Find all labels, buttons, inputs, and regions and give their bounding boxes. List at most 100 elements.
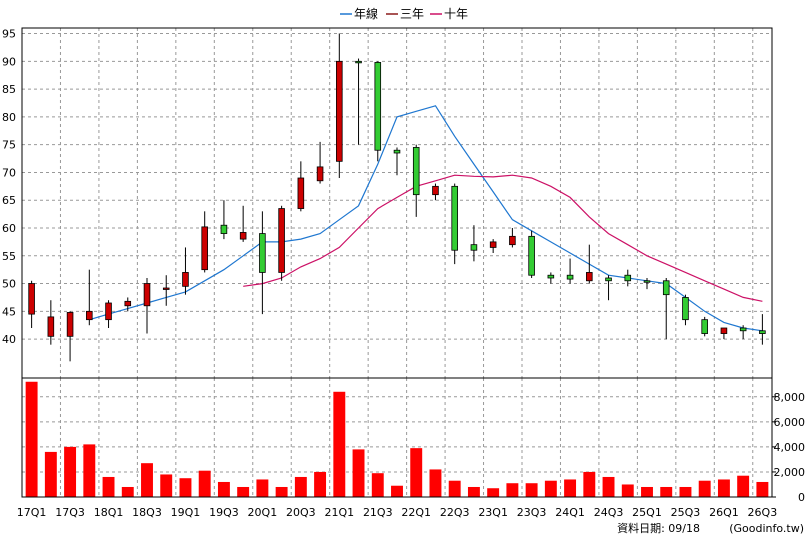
price-tick-label: 70 xyxy=(2,166,16,179)
volume-bar xyxy=(141,463,153,497)
candle-body xyxy=(143,283,151,307)
price-tick-label: 80 xyxy=(2,111,16,124)
volume-bar xyxy=(256,479,269,497)
volume-bar xyxy=(506,483,519,497)
volume-bar xyxy=(333,391,346,497)
volume-tick-label: 2,000 xyxy=(774,466,806,479)
volume-bar xyxy=(237,486,250,497)
volume-bars xyxy=(25,381,769,497)
x-tick-label: 25Q3 xyxy=(671,506,701,519)
volume-bar xyxy=(544,480,557,497)
price-tick-label: 50 xyxy=(2,278,16,291)
candle-body xyxy=(412,147,420,196)
candle-body xyxy=(86,310,93,321)
volume-bar xyxy=(641,486,653,497)
candle-body xyxy=(528,235,535,276)
candle-body xyxy=(586,272,593,282)
volume-bar xyxy=(294,476,307,497)
x-tick-label: 17Q3 xyxy=(55,506,85,519)
volume-bar xyxy=(525,483,538,497)
volume-bar xyxy=(44,451,57,497)
candle-body xyxy=(239,232,247,240)
candle-body xyxy=(316,166,324,182)
volume-bar xyxy=(660,486,673,497)
candle-body xyxy=(624,274,632,282)
candle-body xyxy=(124,300,132,307)
candle-body xyxy=(336,60,343,162)
x-tick-label: 26Q1 xyxy=(709,506,739,519)
x-tick-label: 19Q3 xyxy=(209,506,239,519)
price-tick-label: 45 xyxy=(2,305,16,318)
candle-body xyxy=(451,185,458,251)
price-axis-ticks: 40 45 50 55 60 65 70 75 80 85 90 95 xyxy=(2,28,16,347)
volume-bar xyxy=(371,473,384,497)
x-tick-label: 24Q3 xyxy=(594,506,624,519)
x-tick-label: 18Q3 xyxy=(132,506,162,519)
volume-bar xyxy=(698,480,711,497)
price-tick-label: 40 xyxy=(2,333,16,346)
candle-body xyxy=(28,283,35,315)
price-tick-label: 90 xyxy=(2,55,16,68)
volume-bar xyxy=(314,471,327,497)
grid xyxy=(22,28,772,497)
candle-body xyxy=(393,149,401,154)
candle-body xyxy=(355,60,362,64)
candlesticks xyxy=(28,33,766,362)
volume-bar xyxy=(583,471,596,497)
volume-panel-frame xyxy=(21,377,773,498)
x-tick-label: 25Q1 xyxy=(632,506,662,519)
x-tick-label: 23Q3 xyxy=(517,506,547,519)
price-tick-label: 75 xyxy=(2,139,16,152)
volume-bar xyxy=(179,478,192,497)
volume-bar xyxy=(391,485,403,497)
candle-body xyxy=(566,274,574,280)
candle-body xyxy=(682,297,689,321)
volume-bar xyxy=(121,486,134,497)
price-tick-label: 60 xyxy=(2,222,16,235)
volume-axis-ticks: 0 2,000 4,000 6,000 8,000 xyxy=(772,391,805,504)
price-tick-label: 55 xyxy=(2,250,16,263)
legend: 年線 三年 十年 xyxy=(340,6,468,21)
x-tick-label: 21Q3 xyxy=(363,506,393,519)
volume-bar xyxy=(160,474,173,497)
candle-body xyxy=(259,233,266,273)
candle-body xyxy=(547,274,555,279)
volume-bar xyxy=(64,446,77,497)
volume-bar xyxy=(275,486,288,497)
x-tick-label: 22Q1 xyxy=(401,506,431,519)
legend-label-3yr: 三年 xyxy=(400,7,424,21)
candle-body xyxy=(374,62,382,151)
candle-body xyxy=(662,280,670,296)
volume-bar xyxy=(602,476,615,497)
volume-bar xyxy=(564,479,577,497)
candle-body xyxy=(201,226,208,271)
candle-body xyxy=(47,316,55,337)
volume-bar xyxy=(102,476,115,497)
candle-body xyxy=(162,287,170,290)
footer-source: (Goodinfo.tw) xyxy=(729,522,804,535)
volume-tick-label: 6,000 xyxy=(774,416,806,429)
legend-label-annual: 年線 xyxy=(354,6,378,21)
candle-body xyxy=(278,208,285,273)
volume-tick-label: 0 xyxy=(798,491,805,504)
volume-bar xyxy=(621,484,634,497)
price-panel-frame xyxy=(21,27,773,379)
x-tick-label: 22Q3 xyxy=(440,506,470,519)
legend-label-10yr: 十年 xyxy=(444,7,468,21)
volume-tick-label: 8,000 xyxy=(774,391,806,404)
volume-bar xyxy=(756,481,769,497)
candle-body xyxy=(759,330,766,334)
price-tick-label: 85 xyxy=(2,83,16,96)
x-tick-label: 20Q1 xyxy=(248,506,278,519)
volume-bar xyxy=(467,486,480,497)
x-tick-label: 17Q1 xyxy=(17,506,47,519)
candle-body xyxy=(739,327,747,332)
candle-body xyxy=(297,177,305,209)
volume-bar xyxy=(198,470,211,497)
candle-body xyxy=(220,224,228,234)
x-tick-label: 24Q1 xyxy=(555,506,585,519)
moving-average-lines xyxy=(89,105,763,332)
x-tick-label: 21Q1 xyxy=(324,506,354,519)
candle-body xyxy=(643,280,651,283)
volume-bar xyxy=(352,449,365,497)
